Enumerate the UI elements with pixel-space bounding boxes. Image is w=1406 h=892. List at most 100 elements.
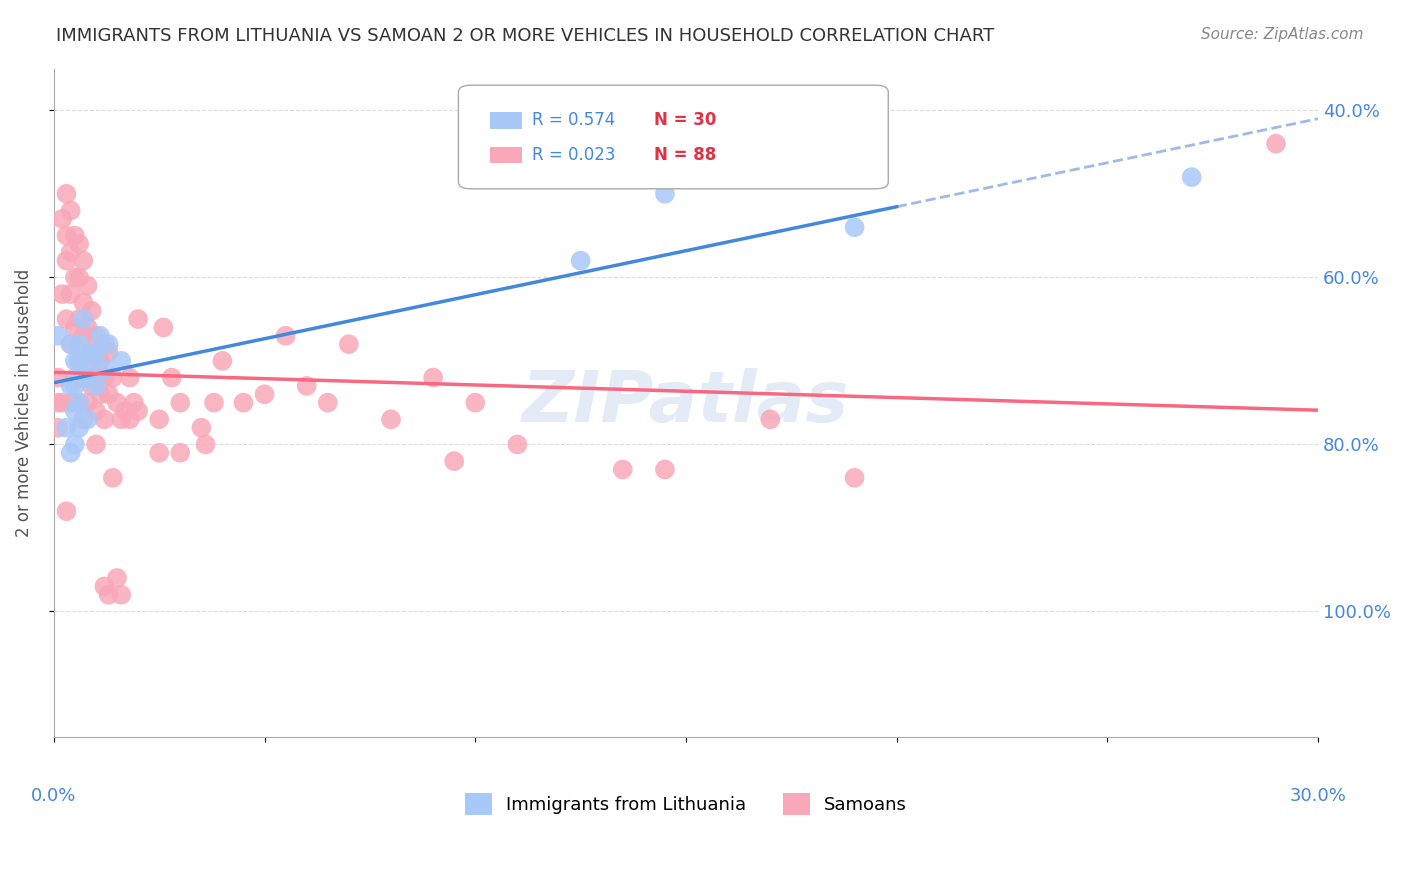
FancyBboxPatch shape bbox=[458, 86, 889, 189]
Point bbox=[93, 362, 115, 376]
Point bbox=[844, 471, 866, 485]
Point bbox=[63, 370, 86, 384]
Point bbox=[464, 395, 486, 409]
Point bbox=[55, 312, 77, 326]
Point bbox=[76, 278, 98, 293]
Point bbox=[654, 462, 676, 476]
Point bbox=[202, 395, 225, 409]
Point bbox=[97, 588, 120, 602]
Point bbox=[190, 420, 212, 434]
Point bbox=[232, 395, 254, 409]
Point bbox=[46, 420, 69, 434]
Point bbox=[55, 253, 77, 268]
Point bbox=[72, 253, 94, 268]
Point bbox=[67, 370, 90, 384]
Point bbox=[844, 220, 866, 235]
Point bbox=[63, 437, 86, 451]
Y-axis label: 2 or more Vehicles in Household: 2 or more Vehicles in Household bbox=[15, 268, 32, 537]
Point bbox=[72, 412, 94, 426]
Point bbox=[84, 345, 107, 359]
Point bbox=[84, 328, 107, 343]
Point bbox=[506, 437, 529, 451]
Point bbox=[72, 312, 94, 326]
Point bbox=[80, 354, 103, 368]
Point bbox=[67, 236, 90, 251]
Text: N = 30: N = 30 bbox=[654, 111, 717, 129]
Point bbox=[160, 370, 183, 384]
Point bbox=[93, 370, 115, 384]
Point bbox=[89, 387, 111, 401]
Point bbox=[118, 412, 141, 426]
Text: ZIPatlas: ZIPatlas bbox=[522, 368, 849, 437]
Point bbox=[46, 328, 69, 343]
Point bbox=[67, 395, 90, 409]
Point bbox=[84, 404, 107, 418]
Point bbox=[59, 337, 82, 351]
Point bbox=[337, 337, 360, 351]
Text: IMMIGRANTS FROM LITHUANIA VS SAMOAN 2 OR MORE VEHICLES IN HOUSEHOLD CORRELATION : IMMIGRANTS FROM LITHUANIA VS SAMOAN 2 OR… bbox=[56, 27, 994, 45]
Point bbox=[101, 370, 124, 384]
Point bbox=[169, 446, 191, 460]
Point bbox=[152, 320, 174, 334]
Point bbox=[46, 370, 69, 384]
Text: R = 0.574: R = 0.574 bbox=[531, 111, 614, 129]
Point bbox=[295, 379, 318, 393]
Point bbox=[80, 345, 103, 359]
Point bbox=[89, 328, 111, 343]
Point bbox=[55, 186, 77, 201]
Point bbox=[1265, 136, 1288, 151]
Bar bbox=[491, 146, 522, 163]
Point bbox=[72, 370, 94, 384]
Point bbox=[76, 395, 98, 409]
Point bbox=[118, 370, 141, 384]
Point bbox=[211, 354, 233, 368]
Legend: Immigrants from Lithuania, Samoans: Immigrants from Lithuania, Samoans bbox=[458, 786, 914, 822]
Point bbox=[97, 337, 120, 351]
Point bbox=[67, 420, 90, 434]
Point bbox=[67, 337, 90, 351]
Point bbox=[46, 395, 69, 409]
Point bbox=[63, 379, 86, 393]
Point bbox=[63, 320, 86, 334]
Point bbox=[59, 379, 82, 393]
Point bbox=[380, 412, 402, 426]
Point bbox=[67, 270, 90, 285]
Point bbox=[93, 337, 115, 351]
Point bbox=[80, 379, 103, 393]
Point bbox=[59, 395, 82, 409]
Point bbox=[76, 370, 98, 384]
Point bbox=[55, 420, 77, 434]
Point bbox=[97, 387, 120, 401]
Point bbox=[51, 395, 73, 409]
Bar bbox=[491, 112, 522, 128]
Point bbox=[84, 370, 107, 384]
Point bbox=[93, 412, 115, 426]
Point bbox=[759, 412, 782, 426]
Point bbox=[105, 571, 128, 585]
Point bbox=[84, 437, 107, 451]
Point bbox=[76, 320, 98, 334]
Point bbox=[122, 395, 145, 409]
Point bbox=[169, 395, 191, 409]
Point bbox=[1181, 170, 1204, 185]
Point bbox=[67, 354, 90, 368]
Point bbox=[101, 471, 124, 485]
Point bbox=[110, 354, 132, 368]
Point bbox=[148, 412, 170, 426]
Point bbox=[76, 345, 98, 359]
Point bbox=[93, 579, 115, 593]
Point bbox=[148, 446, 170, 460]
Point bbox=[63, 354, 86, 368]
Point bbox=[127, 312, 149, 326]
Point bbox=[55, 228, 77, 243]
Point bbox=[97, 345, 120, 359]
Text: 30.0%: 30.0% bbox=[1289, 787, 1347, 805]
Point bbox=[67, 354, 90, 368]
Point bbox=[612, 462, 634, 476]
Point bbox=[76, 412, 98, 426]
Point bbox=[274, 328, 297, 343]
Point bbox=[55, 504, 77, 518]
Point bbox=[76, 354, 98, 368]
Point bbox=[67, 395, 90, 409]
Point bbox=[63, 404, 86, 418]
